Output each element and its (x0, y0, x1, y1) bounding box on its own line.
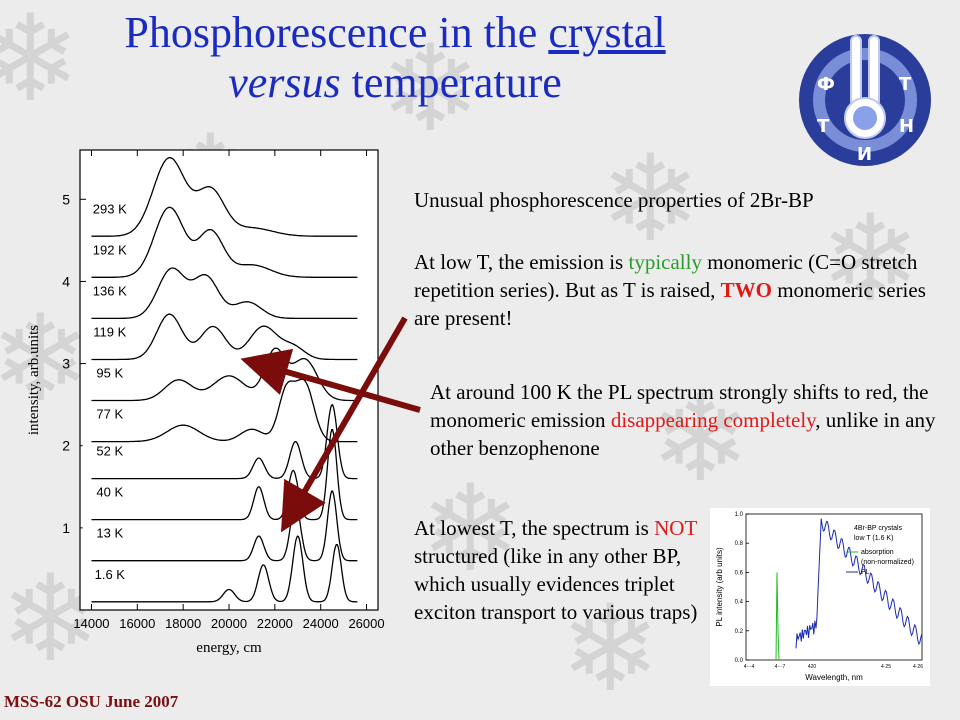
y-tick-label: 4 (62, 273, 70, 289)
inset-legend-label: absorption (861, 549, 894, 556)
y-tick-label: 3 (62, 356, 70, 372)
institute-logo: Ф Т И Н Т (799, 34, 931, 166)
inset-legend-label: (non-normalized) (861, 559, 914, 566)
paragraph-unusual-properties: Unusual phosphorescence properties of 2B… (414, 188, 814, 212)
inset-x-axis-label: Wavelength, nm (805, 673, 863, 682)
logo-letter: И (857, 144, 872, 165)
series-label: 192 K (93, 242, 127, 257)
series-label-bg (82, 524, 127, 542)
highlight-two: TWO (720, 278, 772, 302)
series-label-bg (82, 565, 127, 583)
inset-title-line: low T (1.6 K) (854, 535, 893, 542)
inset-y-tick-label: 0.2 (735, 629, 744, 635)
inset-y-tick-label: 1.0 (735, 512, 744, 518)
spectrum-line (91, 206, 358, 278)
x-tick-label: 18000 (165, 616, 201, 631)
x-axis-label: energy, cm (196, 640, 262, 656)
series-label-bg (82, 323, 127, 341)
paragraph-low-t: At low T, the emission is typically mono… (414, 250, 926, 330)
series-label: 293 K (93, 201, 127, 216)
pl-line (795, 518, 923, 649)
series-label: 77 K (96, 407, 123, 422)
phosphorescence-spectra-chart: 14000 16000 18000 20000 22000 24000 26000 1 2 3 4 5… (26, 149, 385, 656)
series-label-bg (82, 483, 127, 501)
x-tick-label: 24000 (303, 616, 339, 631)
y-tick-label: 1 (62, 520, 70, 536)
inset-plot-area (745, 513, 923, 661)
absorption-line (775, 572, 780, 661)
series-label: 13 K (96, 526, 123, 541)
inset-4br-bp-chart: 0.0 0.2 0.4 0.6 0.8 1.0 4···4 4···7 420 4·25 4·26 W… (710, 508, 930, 686)
spectrum-line (91, 157, 358, 237)
footer-conference: MSS-62 OSU June 2007 (4, 692, 179, 711)
logo-letter: Т (817, 116, 830, 137)
spectrum-line (91, 378, 358, 443)
title-underlined-word: crystal (548, 8, 666, 57)
spectrum-line (91, 347, 358, 402)
series-label: 95 K (96, 366, 123, 381)
inset-x-tick-label: 4·25 (881, 664, 891, 670)
series-label: 52 K (96, 444, 123, 459)
x-tick-label: 26000 (348, 616, 384, 631)
logo-letter: Т (899, 74, 912, 95)
highlight-typically: typically (628, 250, 702, 274)
title-italic-word: versus (228, 58, 341, 107)
spectrum-line (91, 535, 358, 603)
series-label-bg (82, 405, 127, 423)
y-tick-label: 5 (62, 191, 70, 207)
logo-letter: Ф (817, 74, 835, 95)
paragraph-lowest-t: At lowest T, the spectrum is NOT structu… (414, 516, 698, 624)
slide-title: Phosphorescence in the crystal versus te… (124, 8, 666, 107)
series-label: 119 K (93, 324, 126, 339)
series-label-bg (82, 442, 127, 460)
inset-y-tick-label: 0.4 (735, 600, 744, 606)
inset-legend-label: PL (861, 569, 870, 576)
inset-x-tick-label: 4···7 (775, 664, 786, 670)
arrow-to-95k (240, 348, 421, 413)
inset-x-tick-label: 4·26 (913, 664, 923, 670)
logo-letter: Н (899, 116, 914, 137)
y-axis-label: intensity, arb.units (26, 325, 42, 435)
series-label-bg (82, 200, 127, 218)
y-tick-label: 2 (62, 438, 70, 454)
series-label: 40 K (96, 485, 123, 500)
spectrum-line (91, 313, 358, 361)
inset-x-tick-label: 4···4 (744, 664, 755, 670)
highlight-disappearing: disappearing completely (610, 408, 816, 432)
series-label-bg (82, 241, 127, 259)
inset-y-tick-label: 0.6 (735, 570, 744, 576)
plot-area (79, 149, 379, 611)
highlight-not: NOT (654, 516, 697, 540)
inset-y-axis-label: PL intensity (arb units) (715, 547, 724, 627)
series-label-bg (82, 282, 127, 300)
x-tick-label: 22000 (257, 616, 293, 631)
inset-y-tick-label: 0.0 (735, 658, 744, 664)
x-tick-label: 20000 (211, 616, 247, 631)
series-label: 1.6 K (95, 567, 126, 582)
spectrum-line (91, 490, 358, 562)
series-label: 136 K (93, 283, 127, 298)
inset-title-line: 4Br-BP crystals (854, 525, 903, 532)
arrow-to-40k (280, 316, 408, 533)
x-tick-label: 16000 (119, 616, 155, 631)
spectrum-line (91, 267, 358, 320)
inset-y-tick-label: 0.8 (735, 541, 744, 547)
series-label-bg (82, 364, 127, 382)
paragraph-100k: At around 100 K the PL spectrum strongly… (430, 380, 936, 460)
x-tick-label: 14000 (73, 616, 109, 631)
inset-x-tick-label: 420 (808, 664, 817, 670)
